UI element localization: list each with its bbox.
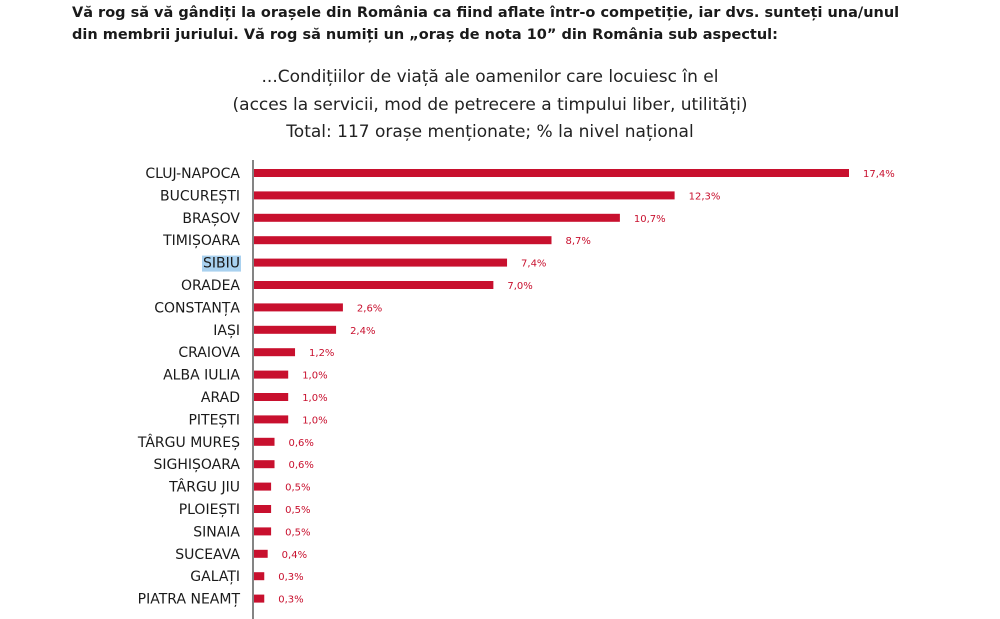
category-highlight [202,255,241,272]
bar [254,482,272,491]
value-label: 0,4% [282,550,307,561]
bar [254,236,552,245]
value-label: 1,0% [302,415,327,426]
bar [254,303,343,312]
value-label: 17,4% [863,169,895,180]
value-label: 0,5% [285,527,310,538]
value-label: 1,0% [302,371,327,382]
value-label: 1,0% [302,393,327,404]
bar [254,460,275,469]
category-label: TÂRGU JIU [168,478,240,496]
category-label: SUCEAVA [175,547,240,563]
value-label: 1,2% [309,348,334,359]
bar [254,348,296,357]
category-label: ALBA IULIA [163,368,240,384]
value-label: 0,6% [289,460,314,471]
bar [254,505,272,513]
category-label: ORADEA [181,278,240,294]
bar [254,572,265,581]
category-label: TÂRGU MUREȘ [137,433,240,451]
category-label: GALAȚI [190,569,240,585]
value-label: 10,7% [634,214,666,225]
value-label: 0,5% [285,483,310,494]
bar [254,527,272,536]
value-label: 7,4% [521,259,546,270]
question-line-1: Vă rog să vă gândiți la orașele din Româ… [72,5,900,21]
category-label: TIMIȘOARA [162,233,240,249]
category-label: SIGHIȘOARA [154,457,241,473]
bar [254,370,289,379]
bar [254,594,265,603]
survey-question: Vă rog să vă gândiți la orașele din Româ… [72,2,992,46]
bar [254,191,675,200]
bar [254,437,275,446]
category-label: CRAIOVA [178,345,240,361]
value-label: 12,3% [689,191,721,202]
category-label: IAȘI [213,323,240,339]
value-label: 8,7% [566,236,591,247]
bar [254,325,337,334]
bar [254,258,508,267]
question-line-2: din membrii juriului. Vă rog să numiți u… [72,27,778,43]
bar [254,393,289,401]
value-label: 0,5% [285,505,310,516]
value-label: 2,4% [350,326,375,337]
category-label: BUCUREȘTI [160,188,240,204]
category-label: PITEȘTI [188,412,240,428]
value-label: 0,3% [278,572,303,583]
category-label: PIATRA NEAMȚ [138,592,241,608]
chart-subtitle-3: Total: 117 orașe menționate; % la nivel … [286,122,694,142]
bar [254,281,494,289]
bar [254,549,268,558]
bar [254,415,289,424]
value-label: 0,6% [289,438,314,449]
value-label: 2,6% [357,303,382,314]
chart-subtitle-2: (acces la servicii, mod de petrecere a t… [232,95,748,115]
category-label: ARAD [201,390,240,406]
category-label: SINAIA [193,524,240,540]
category-label: CLUJ-NAPOCA [145,166,240,182]
value-label: 7,0% [507,281,532,292]
bar [254,213,620,222]
category-label: BRAȘOV [182,211,240,227]
category-label: SIBIU [203,256,240,272]
category-label: CONSTANȚA [154,300,240,316]
category-label: PLOIEȘTI [179,502,240,518]
chart-subtitle-1: ...Condițiilor de viață ale oamenilor ca… [261,67,719,87]
bar [254,169,849,177]
value-label: 0,3% [278,595,303,606]
